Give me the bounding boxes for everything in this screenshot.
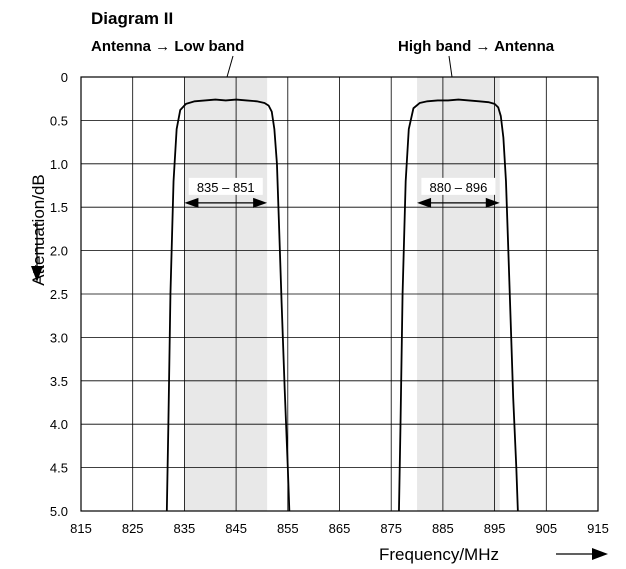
passband-label-0: 835 – 851 <box>197 180 255 195</box>
x-axis-label: Frequency/MHz <box>379 545 499 564</box>
plot-frame <box>80 76 599 512</box>
y-tick-label-2.5: 2.5 <box>50 287 68 302</box>
x-tick-label-915: 915 <box>587 521 609 536</box>
x-tick-label-885: 885 <box>432 521 454 536</box>
response-curve-layer <box>165 98 519 512</box>
y-tick-label-3.5: 3.5 <box>50 374 68 389</box>
x-tick-label-855: 855 <box>277 521 299 536</box>
low-band-annotation: Antenna → Low band <box>91 38 244 55</box>
y-tick-label-0: 0 <box>61 70 68 85</box>
passband-label-1: 880 – 896 <box>429 180 487 195</box>
response-curve-high <box>398 98 519 512</box>
x-tick-label-865: 865 <box>329 521 351 536</box>
x-tick-label-895: 895 <box>484 521 506 536</box>
x-tick-label-905: 905 <box>535 521 557 536</box>
x-axis-arrow-head <box>592 548 608 560</box>
y-tick-label-3: 3.0 <box>50 330 68 345</box>
y-tick-label-4.5: 4.5 <box>50 461 68 476</box>
passband-arrow-left-head-1 <box>417 197 432 208</box>
y-tick-label-2: 2.0 <box>50 244 68 259</box>
x-tick-label-835: 835 <box>174 521 196 536</box>
passband-label-bg-1 <box>421 177 496 195</box>
passband-annotation-layer: 835 – 851 880 – 896 <box>184 177 500 208</box>
x-tick-label-825: 825 <box>122 521 144 536</box>
x-tick-label-845: 845 <box>225 521 247 536</box>
y-tick-label-0.5: 0.5 <box>50 113 68 128</box>
passband-arrow-right-head-0 <box>253 197 268 208</box>
y-axis-label: Attenuation/dB <box>29 174 48 286</box>
y-tick-label-4: 4.0 <box>50 417 68 432</box>
tick-label-layer: 815 825 835 845 855 865 875 885 895 905 915 0 0.5 1.0… <box>50 70 609 536</box>
grid-layer <box>80 76 599 512</box>
x-tick-label-875: 875 <box>380 521 402 536</box>
passband-arrow-left-head-0 <box>184 197 199 208</box>
high-band-annotation: High band → Antenna <box>398 38 555 55</box>
y-tick-label-1: 1.0 <box>50 157 68 172</box>
response-curve-low <box>165 98 291 512</box>
passband-label-bg-0 <box>188 177 263 195</box>
passband-arrow-right-head-1 <box>485 197 500 208</box>
chart-title: Diagram II <box>91 9 173 28</box>
x-tick-label-815: 815 <box>70 521 92 536</box>
y-tick-label-5: 5.0 <box>50 504 68 519</box>
y-tick-label-1.5: 1.5 <box>50 200 68 215</box>
y-axis-arrow-head <box>31 266 43 282</box>
